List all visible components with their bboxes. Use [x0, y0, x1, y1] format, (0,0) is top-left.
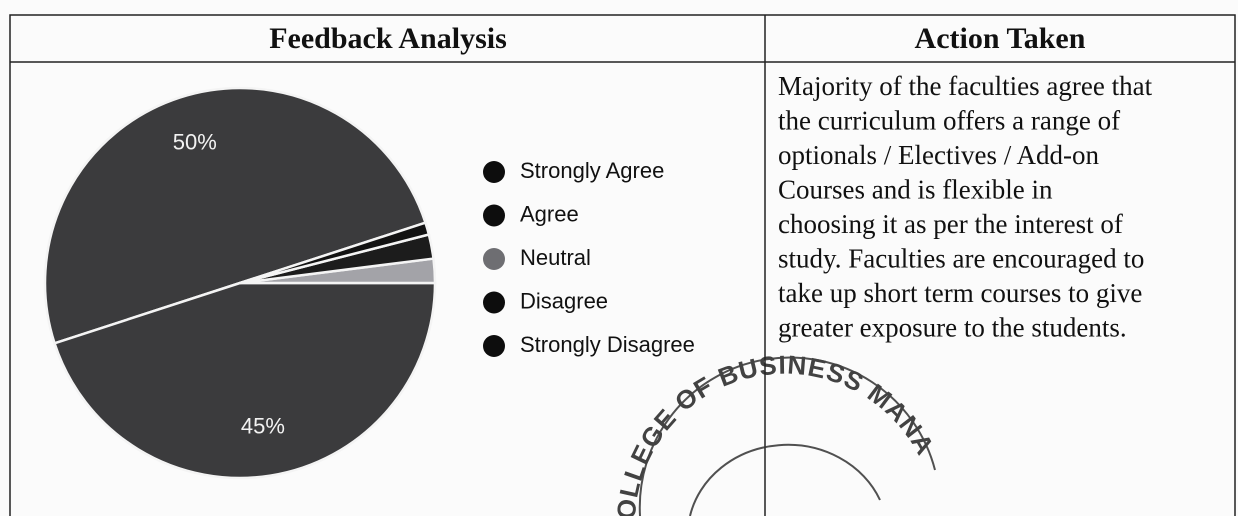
pie-slice: [239, 221, 431, 285]
header-cell: Feedback Analysis: [269, 22, 507, 55]
text-line: the curriculum offers a range of: [778, 106, 1120, 136]
legend-swatch: [483, 204, 505, 227]
table-border: [9, 14, 1236, 516]
legend-swatch: [483, 291, 505, 314]
text-line: greater exposure to the students.: [778, 313, 1127, 343]
legend: Strongly Agree Agree Neutral Disagree Strong…: [483, 158, 695, 357]
legend-label: Agree: [520, 201, 579, 226]
legend-swatch: [483, 161, 505, 183]
text-line: choosing it as per the interest of: [778, 209, 1123, 239]
text-line: Majority of the faculties agree that: [778, 71, 1153, 101]
legend-label: Disagree: [520, 288, 608, 313]
text-line: Courses and is flexible in: [778, 175, 1053, 205]
header-cell: Action Taken: [915, 22, 1086, 55]
legend-label: Strongly Agree: [520, 158, 664, 183]
action-text: Majority of the faculties agree that the …: [778, 71, 1153, 343]
pie-slice: [52, 281, 437, 480]
text-line: take up short term courses to give: [778, 278, 1142, 308]
pie-chart: 50% 45%: [43, 86, 437, 480]
slice-label: 50%: [173, 130, 217, 155]
stamp: OLLEGE OF BUSINESS MANA: [611, 349, 941, 516]
stamp-text: OLLEGE OF BUSINESS MANA: [611, 349, 941, 516]
text-line: optionals / Electives / Add-on: [778, 140, 1099, 170]
text-line: study. Faculties are encouraged to: [778, 244, 1144, 274]
legend-swatch: [483, 335, 505, 357]
legend-swatch: [483, 248, 505, 270]
slice-label: 45%: [241, 413, 285, 438]
pie-slice: [43, 86, 428, 345]
legend-label: Strongly Disagree: [520, 332, 695, 357]
legend-label: Neutral: [520, 245, 591, 270]
